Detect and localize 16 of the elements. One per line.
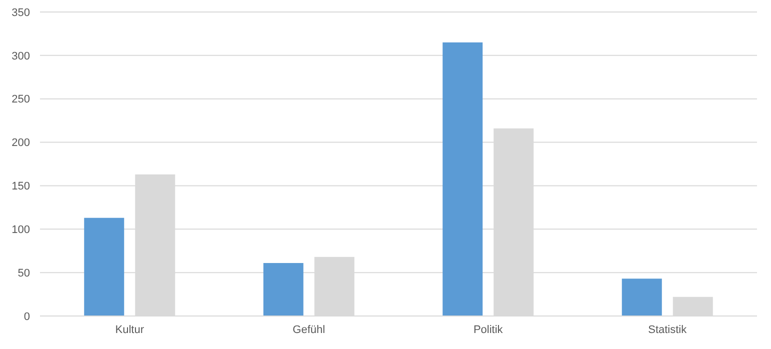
bar <box>263 263 304 316</box>
y-tick-label: 0 <box>24 310 30 323</box>
y-tick-label: 200 <box>12 137 30 150</box>
y-tick-label: 100 <box>12 224 30 236</box>
y-tick-label: 50 <box>18 267 30 280</box>
y-tick-label: 150 <box>12 180 30 193</box>
bar <box>442 42 483 316</box>
y-tick-label: 300 <box>12 50 30 62</box>
y-tick-label: 350 <box>12 6 30 19</box>
bar <box>84 218 124 316</box>
x-tick-label: Gefühl <box>292 324 326 336</box>
x-tick-label: Politik <box>473 324 504 336</box>
bar <box>622 278 662 316</box>
x-tick-label: Kultur <box>115 324 144 336</box>
x-tick-label: Statistik <box>648 324 688 336</box>
y-tick-label: 250 <box>12 94 30 106</box>
